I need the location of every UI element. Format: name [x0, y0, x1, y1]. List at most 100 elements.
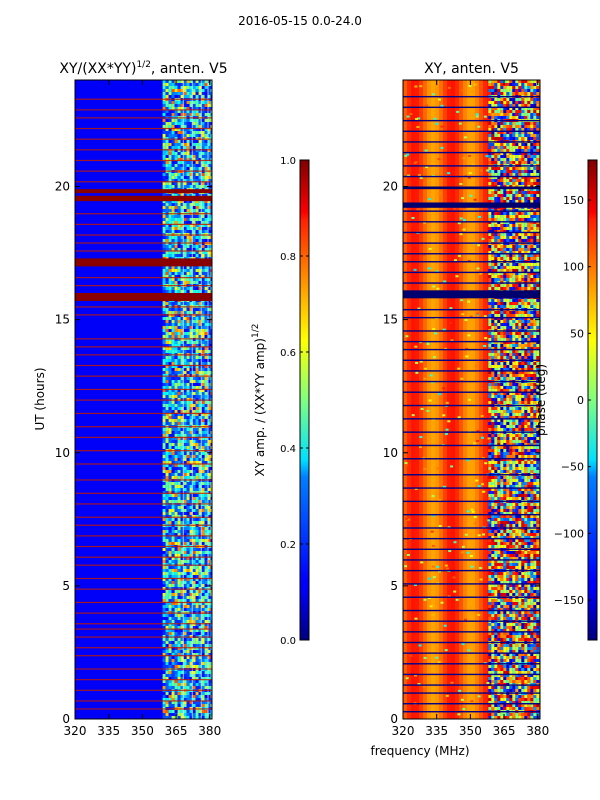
heat-cell: [488, 701, 492, 704]
heat-cell: [165, 344, 169, 347]
heat-cell: [192, 122, 196, 125]
heat-cell: [186, 377, 190, 380]
heat-cell: [497, 485, 501, 488]
heat-cell: [497, 101, 501, 104]
heat-cell: [192, 695, 196, 698]
heat-cell: [491, 476, 495, 479]
heat-cell: [171, 386, 175, 389]
colorbar1-label: XY amp. / (XX*YY amp)1/2: [251, 324, 267, 477]
heat-cell: [180, 674, 184, 677]
heat-cell: [204, 161, 208, 164]
heat-cell: [165, 563, 169, 566]
heat-cell: [500, 137, 504, 140]
heat-cell: [491, 89, 495, 92]
heat-cell: [210, 128, 212, 131]
heat-cell: [488, 83, 492, 86]
heat-cell: [186, 416, 190, 419]
heat-cell: [162, 467, 166, 470]
flag-line: [75, 338, 212, 340]
heat-cell: [494, 584, 498, 587]
heat-cell: [491, 512, 495, 515]
heat-cell: [171, 686, 175, 689]
heat-cell: [210, 509, 212, 512]
heat-cell: [488, 167, 492, 170]
heat-cell: [210, 587, 212, 590]
heat-cell: [162, 518, 166, 521]
heat-cell: [497, 428, 501, 431]
heat-cell: [183, 134, 187, 137]
heat-cell: [195, 443, 199, 446]
heat-cell: [177, 632, 181, 635]
heat-cell: [494, 674, 498, 677]
heat-cell: [204, 470, 208, 473]
heat-cell: [189, 473, 193, 476]
heat-cell: [192, 392, 196, 395]
heat-cell: [195, 365, 199, 368]
heat-cell: [174, 470, 178, 473]
heat-cell: [195, 638, 199, 641]
heat-cell: [500, 314, 504, 317]
heat-cell: [195, 275, 199, 278]
heat-cell: [165, 536, 169, 539]
heat-cell: [171, 266, 175, 269]
heat-cell: [488, 560, 492, 563]
heat-cell: [494, 659, 498, 662]
heat-cell: [195, 347, 199, 350]
heat-cell: [207, 164, 211, 167]
heat-cell: [186, 665, 190, 668]
heat-cell: [488, 680, 492, 683]
heat-cell: [177, 542, 181, 545]
heat-cell: [207, 107, 211, 110]
heat-cell: [497, 179, 501, 182]
heat-cell: [210, 278, 212, 281]
heat-cell: [488, 677, 492, 680]
heat-cell: [192, 134, 196, 137]
heat-cell: [171, 473, 175, 476]
heat-cell: [207, 461, 211, 464]
heat-cell: [192, 89, 196, 92]
heat-cell: [177, 128, 181, 131]
heat-cell: [183, 251, 187, 254]
heat-cell: [174, 338, 178, 341]
flag-line: [75, 588, 212, 590]
heat-cell: [195, 320, 199, 323]
heat-cell: [171, 431, 175, 434]
heat-cell: [171, 275, 175, 278]
heat-cell: [162, 107, 166, 110]
heat-cell: [503, 422, 507, 425]
heat-cell: [207, 491, 211, 494]
heat-cell: [500, 227, 504, 230]
heat-cell: [186, 506, 190, 509]
heat-cell: [488, 482, 492, 485]
heat-cell: [165, 266, 169, 269]
heat-cell: [180, 470, 184, 473]
heat-cell: [180, 368, 184, 371]
heat-cell: [186, 431, 190, 434]
heat-cell: [189, 350, 193, 353]
heat-cell: [195, 605, 199, 608]
heat-cell: [488, 224, 492, 227]
heat-cell: [503, 326, 507, 329]
heat-cell: [165, 467, 169, 470]
heat-cell: [207, 710, 211, 713]
heat-cell: [503, 131, 507, 134]
heat-cell: [500, 611, 504, 614]
heat-cell: [207, 347, 211, 350]
heat-cell: [192, 335, 196, 338]
heat-cell: [210, 506, 212, 509]
heat-cell: [171, 164, 175, 167]
heat-cell: [204, 335, 208, 338]
heat-cell: [189, 605, 193, 608]
heat-cell: [503, 371, 507, 374]
heat-cell: [500, 89, 504, 92]
heat-cell: [183, 80, 187, 83]
heat-cell: [174, 590, 178, 593]
heat-cell: [500, 518, 504, 521]
heat-cell: [177, 338, 181, 341]
heat-cell: [174, 446, 178, 449]
heat-cell: [491, 701, 495, 704]
heat-cell: [201, 554, 205, 557]
heat-cell: [168, 608, 172, 611]
heat-cell: [488, 155, 492, 158]
heat-cell: [180, 563, 184, 566]
